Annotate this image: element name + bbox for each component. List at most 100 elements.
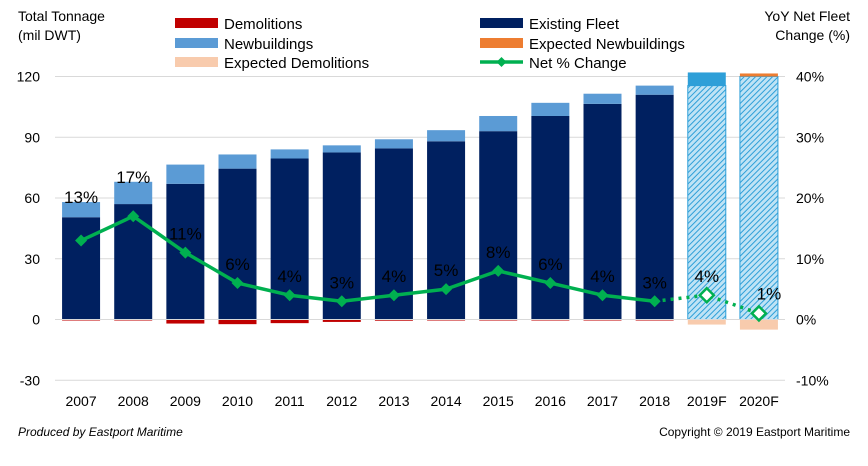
- gridlines: [55, 76, 785, 381]
- percent-label: 6%: [225, 255, 250, 274]
- expected-newbuildings-bar: [739, 73, 778, 77]
- right-tick-label: -10%: [796, 372, 829, 388]
- left-tick-label: 0: [32, 312, 40, 328]
- newbuildings-bar: [583, 93, 622, 104]
- newbuildings-bar: [531, 102, 570, 116]
- x-axis-ticks: 2007 2008 2009 2010 2011 2012 2013 2014 2015 2016…: [65, 393, 778, 409]
- percent-label: 3%: [329, 273, 354, 292]
- left-tick-label: 30: [24, 251, 40, 267]
- existing-fleet-bar: [479, 131, 518, 320]
- existing-fleet-bar: [635, 94, 674, 320]
- x-tick-label: 2007: [65, 393, 96, 409]
- newbuildings-bar: [166, 164, 205, 184]
- forecast-newbuildings-bar: [687, 72, 726, 86]
- existing-fleet-bar-forecast: [739, 76, 779, 320]
- legend-label: Expected Demolitions: [224, 55, 369, 72]
- demolitions-bar: [114, 319, 153, 321]
- demolitions-bar: [479, 319, 518, 321]
- net-change-solid-line: [80, 214, 655, 304]
- legend-label: Newbuildings: [224, 36, 313, 53]
- net-change-marker: [750, 304, 768, 323]
- percent-label: 5%: [434, 261, 459, 280]
- existing-fleet-bar-forecast: [687, 85, 727, 320]
- x-tick-label: 2010: [222, 393, 253, 409]
- right-axis-ticks: 40% 30% 20% 10% 0% -10%: [796, 69, 829, 389]
- net-change-marker: [127, 210, 140, 223]
- right-tick-label: 20%: [796, 190, 824, 206]
- x-tick-label: 2020F: [739, 393, 779, 409]
- percent-label: 4%: [277, 267, 302, 286]
- x-tick-label: 2016: [535, 393, 566, 409]
- net-change-marker: [596, 289, 609, 302]
- left-tick-label: 120: [17, 69, 41, 85]
- net-change-marker: [335, 295, 348, 308]
- net-change-marker: [698, 286, 716, 304]
- demolitions-bar: [322, 319, 361, 322]
- net-change-line: [75, 210, 768, 323]
- left-tick-label: 90: [24, 129, 40, 145]
- newbuildings-bar: [427, 130, 466, 142]
- legend-label: Demolitions: [224, 16, 302, 33]
- legend: Demolitions Existing Fleet Newbuildings Exp…: [175, 16, 685, 72]
- right-axis-title-line2: Change (%): [775, 27, 850, 43]
- demolitions-bar: [427, 319, 466, 321]
- x-tick-label: 2008: [118, 393, 149, 409]
- x-tick-label: 2011: [275, 393, 305, 409]
- left-axis-ticks: 120 90 60 30 0 -30: [17, 69, 41, 389]
- newbuildings-bar: [322, 145, 361, 153]
- left-axis-title-line2: (mil DWT): [18, 27, 81, 43]
- x-tick-label: 2015: [483, 393, 514, 409]
- left-axis-title-line1: Total Tonnage: [18, 8, 105, 24]
- right-tick-label: 40%: [796, 69, 824, 85]
- demolitions-bar: [62, 319, 101, 321]
- right-axis-title-line1: YoY Net Fleet: [764, 8, 850, 24]
- newbuildings-bar: [270, 149, 309, 159]
- legend-swatch: [480, 38, 523, 48]
- x-tick-label: 2019F: [687, 393, 727, 409]
- expected-demolitions-bar: [739, 319, 778, 330]
- legend-swatch: [175, 38, 218, 48]
- legend-label: Net % Change: [529, 55, 627, 72]
- existing-fleet-bar: [583, 103, 622, 320]
- existing-fleet-bar: [218, 168, 257, 320]
- percent-label: 4%: [382, 267, 407, 286]
- x-tick-label: 2014: [430, 393, 461, 409]
- footer-copyright: Copyright © 2019 Eastport Maritime: [659, 425, 850, 439]
- percent-label: 4%: [590, 267, 615, 286]
- net-change-marker: [75, 234, 88, 247]
- left-tick-label: 60: [24, 190, 40, 206]
- percent-label: 17%: [116, 168, 150, 187]
- demolitions-bar: [270, 319, 309, 324]
- demolitions-bar: [218, 319, 257, 325]
- legend-swatch: [175, 18, 218, 28]
- x-tick-label: 2018: [639, 393, 670, 409]
- demolitions-bar: [374, 319, 413, 321]
- expected-demolitions-bar: [687, 319, 726, 325]
- newbuildings-bar: [114, 181, 153, 205]
- legend-label: Expected Newbuildings: [529, 36, 685, 53]
- left-tick-label: -30: [20, 372, 40, 388]
- legend-swatch: [480, 18, 523, 28]
- net-change-marker: [544, 277, 557, 290]
- demolitions-bar: [583, 319, 622, 321]
- x-tick-label: 2009: [170, 393, 201, 409]
- percent-label: 6%: [538, 255, 563, 274]
- right-tick-label: 0%: [796, 312, 816, 328]
- net-change-marker: [492, 264, 505, 277]
- percent-labels: 13% 17% 11% 6% 4% 3% 4% 5% 8% 6% 4% 3% 4% 1%: [64, 168, 781, 304]
- net-change-marker: [440, 283, 453, 296]
- demolitions-bar: [166, 319, 205, 324]
- legend-label: Existing Fleet: [529, 16, 620, 33]
- demolitions-bar: [531, 319, 570, 321]
- right-tick-label: 30%: [796, 129, 824, 145]
- newbuildings-bar: [479, 115, 518, 132]
- percent-label: 1%: [757, 284, 782, 303]
- existing-fleet-bar: [322, 152, 361, 320]
- legend-swatch: [175, 57, 218, 67]
- footer-produced-by: Produced by Eastport Maritime: [18, 425, 183, 439]
- net-change-marker: [179, 246, 192, 259]
- percent-label: 8%: [486, 243, 511, 262]
- demolitions-bar: [635, 319, 674, 321]
- net-change-marker: [648, 295, 661, 308]
